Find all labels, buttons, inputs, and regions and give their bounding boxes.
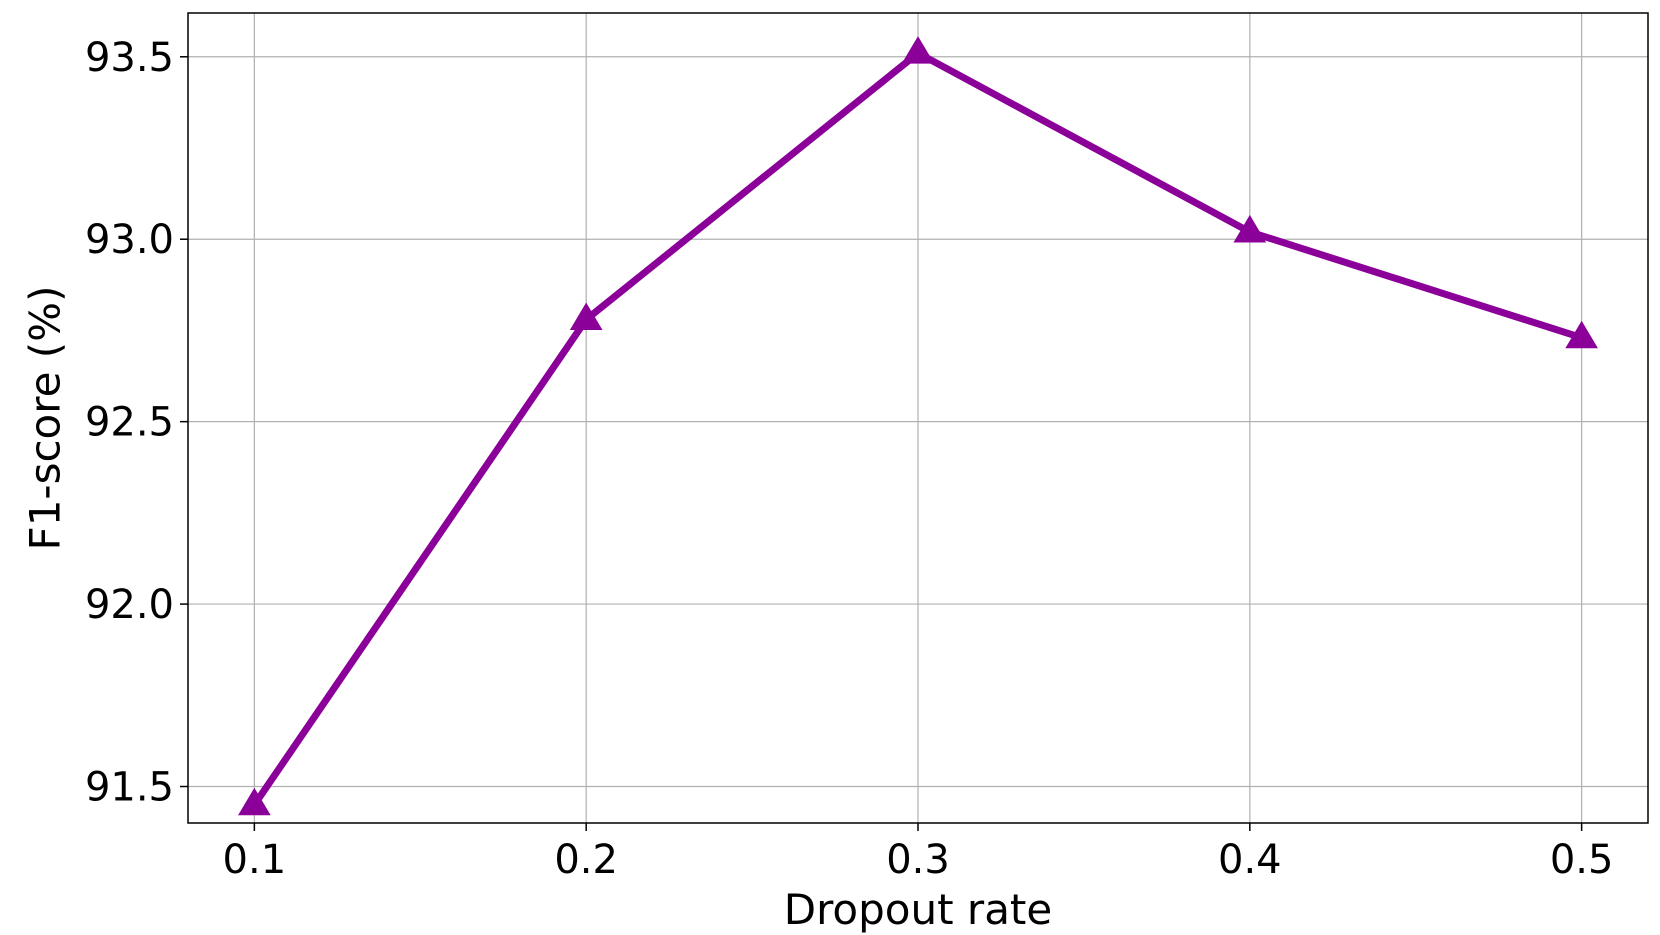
x-tick-label: 0.3 bbox=[886, 837, 950, 883]
y-tick-label: 93.5 bbox=[85, 35, 174, 81]
triangle-marker bbox=[238, 787, 271, 816]
series-group bbox=[238, 36, 1598, 816]
x-axis-label: Dropout rate bbox=[784, 885, 1053, 934]
grid-lines bbox=[188, 13, 1648, 823]
y-axis-label: F1-score (%) bbox=[21, 286, 70, 551]
x-tick-label: 0.5 bbox=[1550, 837, 1614, 883]
y-tick-label: 93.0 bbox=[85, 217, 174, 263]
x-tick-label: 0.2 bbox=[554, 837, 618, 883]
plot-frame bbox=[187, 12, 1649, 824]
x-axis-ticks: 0.1 0.2 0.3 0.4 0.5 bbox=[223, 823, 1614, 883]
y-tick-label: 92.0 bbox=[85, 582, 174, 628]
x-tick-label: 0.4 bbox=[1218, 837, 1282, 883]
triangle-marker bbox=[1565, 320, 1598, 349]
triangle-marker bbox=[569, 302, 603, 331]
triangle-marker bbox=[1233, 214, 1267, 243]
y-axis-ticks: 91.5 92.0 92.5 93.0 93.5 bbox=[85, 35, 188, 811]
y-tick-label: 92.5 bbox=[85, 400, 174, 446]
y-tick-label: 91.5 bbox=[85, 765, 174, 811]
x-tick-label: 0.1 bbox=[223, 837, 287, 883]
triangle-marker bbox=[901, 36, 935, 64]
